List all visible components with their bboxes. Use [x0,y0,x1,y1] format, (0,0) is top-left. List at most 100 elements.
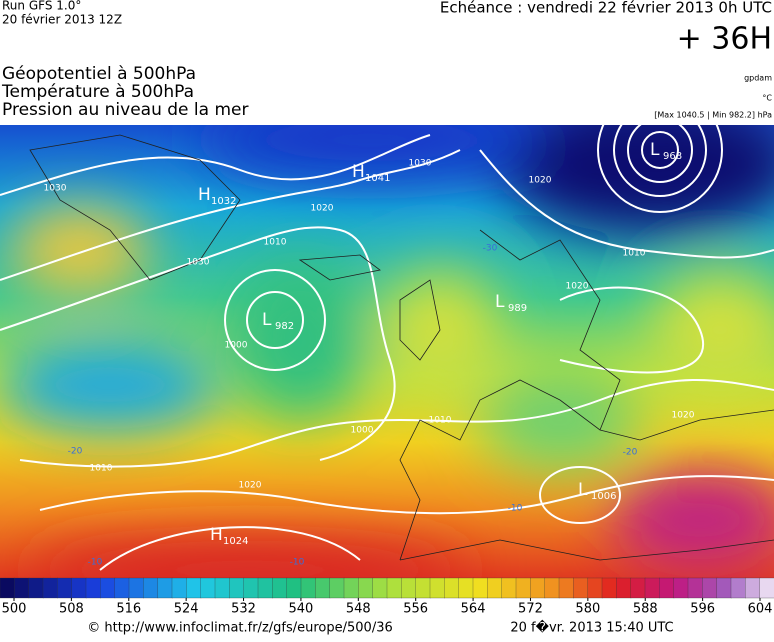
colorbar-cell [401,577,417,599]
colorbar-cell [558,577,574,599]
isobar-label: 1000 [351,426,374,436]
colorbar-cell [171,577,187,599]
colorbar-cell [229,577,245,599]
colorbar-cell [128,577,144,599]
isobar-label: 1020 [239,481,262,491]
colorbar-cell [616,577,632,599]
colorbar-tick-label: 564 [461,602,486,617]
isotherm-label: -10 [290,558,305,568]
isobar-label: 1010 [429,416,452,426]
colorbar-cell [157,577,173,599]
center-letter: H [198,185,211,205]
unit-label: gpdam [744,74,772,83]
colorbar-cell [458,577,474,599]
center-letter: H [210,525,223,545]
isobar-label: 1020 [529,176,552,186]
isotherm-label: -10 [88,558,103,568]
colorbar-cell [745,577,761,599]
colorbar-cell [687,577,703,599]
colorbar-tick-label: 572 [518,602,543,617]
colorbar [0,577,774,599]
colorbar-tick-label: 596 [690,602,715,617]
isobar-label: 1020 [672,411,695,421]
colorbar-cell [0,577,15,599]
colorbar-cell [730,577,746,599]
colorbar-cell [329,577,345,599]
colorbar-cell [315,577,331,599]
colorbar-cell [100,577,116,599]
center-letter: L [495,292,505,312]
center-letter: L [262,310,272,330]
colorbar-cell [573,577,589,599]
title-line: Température à 500hPa [1,82,194,102]
colorbar-cell [544,577,560,599]
center-value: 968 [663,151,682,162]
title-line: Pression au niveau de la mer [2,100,248,120]
run-label: Run GFS 1.0° [2,0,81,13]
center-letter: L [650,140,660,160]
colorbar-cell [200,577,216,599]
colorbar-tick-label: 540 [289,602,314,617]
colorbar-cell [587,577,603,599]
colorbar-cell [257,577,273,599]
isobar-label: 1010 [90,464,113,474]
colorbar-tick-label: 556 [403,602,428,617]
colorbar-tick-label: 588 [633,602,658,617]
colorbar-cell [501,577,517,599]
footer-timestamp: 20 f�vr. 2013 15:40 UTC [510,619,673,636]
footer-source: © http://www.infoclimat.fr/z/gfs/europe/… [87,621,393,636]
center-value: 1041 [365,173,390,184]
colorbar-cell [114,577,130,599]
colorbar-tick-label: 532 [231,602,256,617]
colorbar-cell [429,577,445,599]
isobar-label: 1010 [623,249,646,259]
isobar-label: 1010 [264,238,287,248]
colorbar-cell [243,577,259,599]
colorbar-cell [644,577,660,599]
colorbar-cell [386,577,402,599]
colorbar-cell [71,577,87,599]
isobar-label: 1020 [566,282,589,292]
colorbar-cell [286,577,302,599]
colorbar-cell [214,577,230,599]
colorbar-tick-label: 604 [748,602,773,617]
colorbar-cell [28,577,44,599]
center-value: 1032 [211,196,236,207]
colorbar-cell [272,577,288,599]
colorbar-cell [42,577,58,599]
colorbar-cell [530,577,546,599]
isotherm-label: -10 [508,504,523,514]
colorbar-cell [85,577,101,599]
title-line: Géopotentiel à 500hPa [2,64,196,84]
colorbar-cell [659,577,675,599]
run-date: 20 février 2013 12Z [2,13,122,27]
colorbar-cell [716,577,732,599]
unit-label: [Max 1040.5 | Min 982.2] hPa [654,111,772,120]
center-letter: L [578,480,588,500]
center-letter: H [352,162,365,182]
colorbar-tick-label: 580 [575,602,600,617]
colorbar-cell [472,577,488,599]
center-value: 1024 [223,536,248,547]
colorbar-cell [372,577,388,599]
colorbar-cell [300,577,316,599]
colorbar-tick-label: 548 [346,602,371,617]
isotherm-label: -20 [68,447,83,457]
colorbar-tick-label: 508 [59,602,84,617]
center-value: 1006 [591,491,616,502]
colorbar-cell [57,577,73,599]
forecast-horizon: + 36H [677,22,772,57]
colorbar-cell [630,577,646,599]
center-value: 989 [508,303,527,314]
colorbar-cell [487,577,503,599]
colorbar-cell [673,577,689,599]
colorbar-tick-label: 524 [174,602,199,617]
colorbar-cell [358,577,374,599]
colorbar-tick-label: 516 [116,602,141,617]
colorbar-cell [759,577,774,599]
colorbar-cell [601,577,617,599]
isobar-label: 1020 [311,204,334,214]
colorbar-cell [444,577,460,599]
forecast-time: Echéance : vendredi 22 février 2013 0h U… [440,0,772,17]
